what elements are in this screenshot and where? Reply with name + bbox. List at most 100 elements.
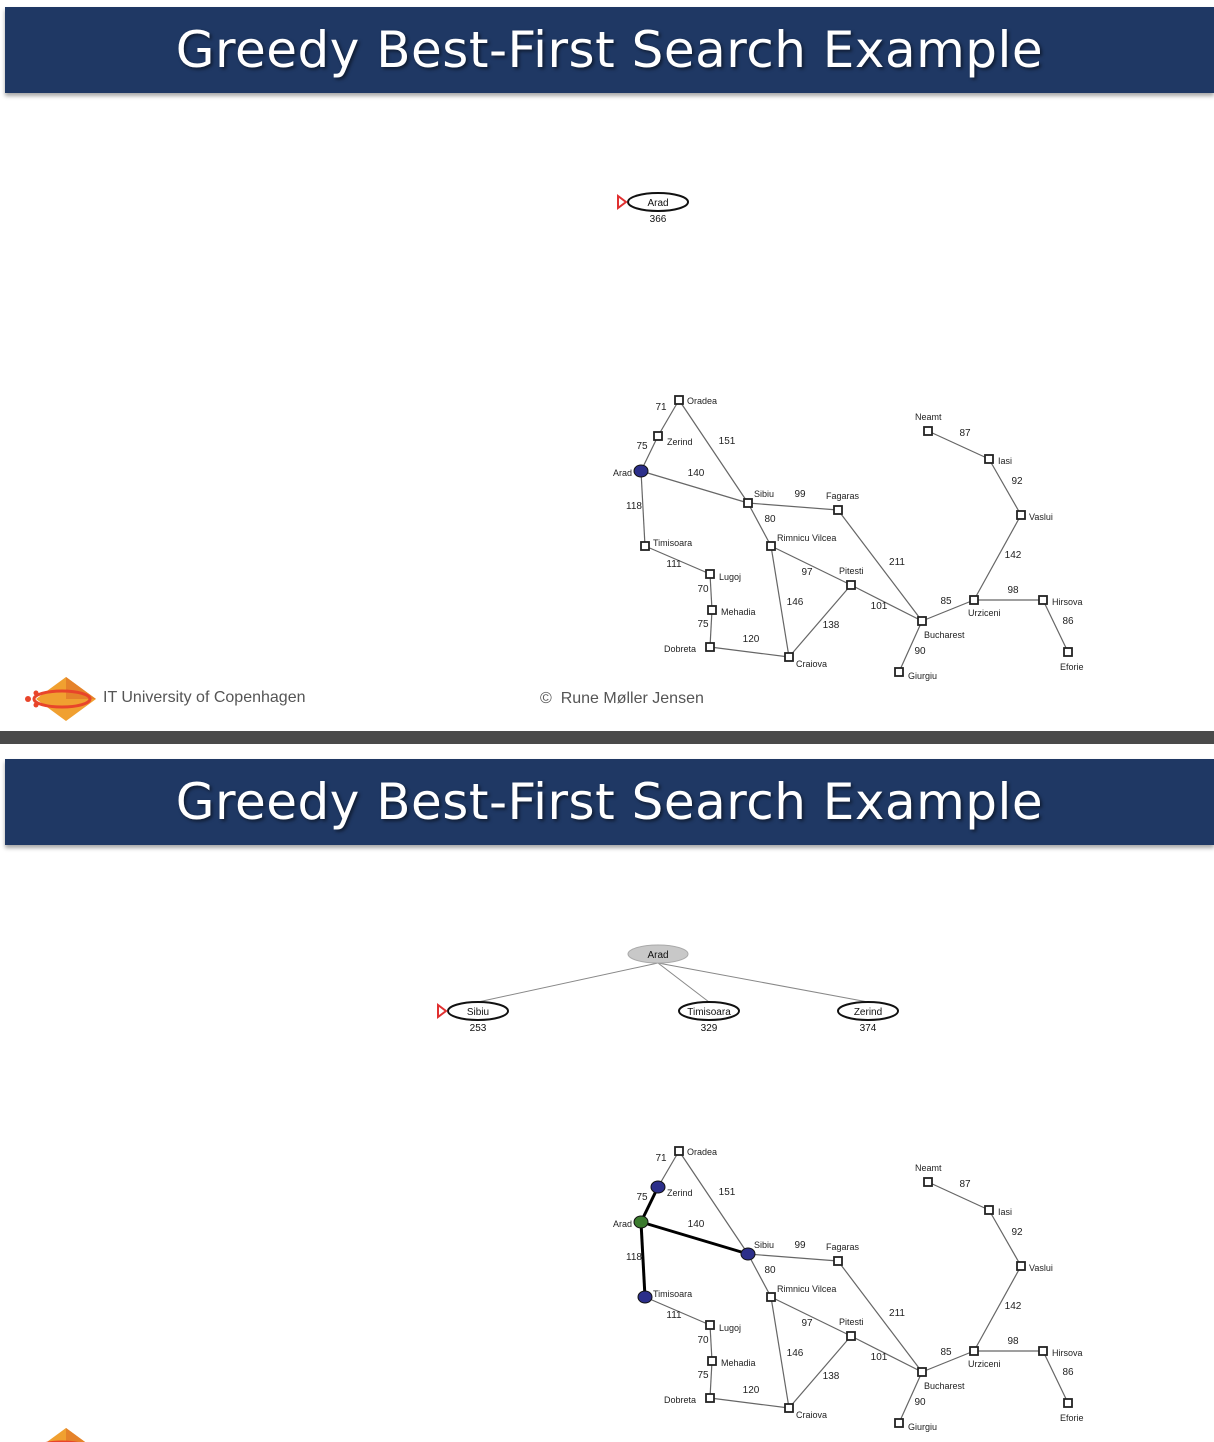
city-label-vaslui: Vaslui — [1029, 512, 1053, 522]
city-label-bucharest: Bucharest — [924, 630, 965, 640]
road-distance: 151 — [719, 1187, 736, 1198]
road-distance: 111 — [666, 1310, 682, 1321]
road-oradea-zerind — [657, 399, 680, 437]
slide-title: Greedy Best-First Search Example — [175, 21, 1044, 79]
road-distance: 140 — [688, 1219, 705, 1230]
road-arad-sibiu — [640, 470, 749, 504]
city-marker-pitesti — [846, 1331, 856, 1341]
road-distance: 71 — [655, 402, 667, 413]
road-iasi-neamt — [927, 1181, 990, 1211]
city-marker-eforie — [1063, 1398, 1073, 1408]
city-marker-hirsova — [1038, 595, 1048, 605]
city-marker-vaslui — [1016, 510, 1026, 520]
city-label-iasi: Iasi — [998, 1207, 1012, 1217]
city-label-mehadia: Mehadia — [721, 1358, 756, 1368]
next-node-arrow-icon — [437, 1003, 448, 1019]
slide-2: Greedy Best-First Search Example Arad Sib… — [0, 744, 1214, 1442]
city-label-craiova: Craiova — [796, 1410, 827, 1420]
city-label-urziceni: Urziceni — [968, 608, 1001, 618]
city-marker-dobreta — [705, 1393, 715, 1403]
search-tree: Arad Sibiu 253 Timisoara 329 Zerind 374 — [437, 944, 899, 1034]
city-label-lugoj: Lugoj — [719, 1323, 741, 1333]
road-distance: 86 — [1062, 616, 1074, 627]
road-bucharest-urziceni — [921, 1350, 975, 1373]
road-distance: 138 — [823, 1371, 840, 1382]
city-marker-sibiu — [743, 498, 753, 508]
road-bucharest-giurgiu — [898, 1371, 923, 1424]
city-label-lugoj: Lugoj — [719, 572, 741, 582]
tree-node-label: Zerind — [854, 1007, 882, 1018]
city-marker-urziceni — [969, 595, 979, 605]
road-craiova-pitesti — [788, 584, 852, 658]
city-marker-fagaras — [833, 505, 843, 515]
city-marker-arad — [633, 464, 649, 478]
tree-node-label: Timisoara — [687, 1007, 731, 1018]
road-arad-timisoara — [640, 470, 646, 547]
road-distance: 90 — [914, 1397, 926, 1408]
road-vaslui-iasi — [988, 458, 1022, 516]
road-arad-timisoara — [639, 1221, 647, 1298]
tree-edge — [477, 962, 659, 1003]
copyright: © Rune Møller Jensen — [540, 690, 704, 708]
road-distance: 70 — [697, 584, 709, 595]
road-distance: 151 — [719, 436, 736, 447]
city-label-iasi: Iasi — [998, 456, 1012, 466]
search-tree: Arad 366 — [617, 192, 689, 225]
city-label-arad: Arad — [613, 1219, 632, 1229]
road-bucharest-urziceni — [921, 599, 975, 622]
road-timisoara-lugoj — [644, 545, 711, 575]
city-marker-eforie — [1063, 647, 1073, 657]
road-fagaras-bucharest — [837, 1260, 923, 1373]
city-marker-mehadia — [707, 1356, 717, 1366]
city-marker-timisoara — [640, 541, 650, 551]
road-distance: 120 — [743, 634, 760, 645]
city-label-pitesti: Pitesti — [839, 1317, 864, 1327]
road-hirsova-eforie — [1042, 599, 1069, 653]
road-hirsova-eforie — [1042, 1350, 1069, 1404]
city-marker-sibiu — [740, 1247, 756, 1261]
road-distance: 211 — [889, 1308, 905, 1319]
tree-edge — [657, 962, 710, 1003]
road-timisoara-lugoj — [644, 1296, 711, 1326]
city-label-rimnicu-vilcea: Rimnicu Vilcea — [777, 1284, 836, 1294]
slide-1: Greedy Best-First Search Example Arad 366… — [5, 7, 1214, 721]
road-distance: 118 — [626, 501, 642, 512]
slide-title: Greedy Best-First Search Example — [175, 773, 1044, 831]
city-label-sibiu: Sibiu — [754, 1240, 774, 1250]
road-distance: 99 — [794, 1240, 806, 1251]
next-node-arrow-icon — [617, 194, 628, 210]
city-marker-vaslui — [1016, 1261, 1026, 1271]
road-dobreta-craiova — [709, 646, 790, 658]
road-distance: 85 — [940, 596, 952, 607]
road-oradea-zerind — [657, 1150, 680, 1188]
road-distance: 97 — [801, 1318, 813, 1329]
city-marker-bucharest — [917, 1367, 927, 1377]
itu-logo-icon — [25, 677, 96, 721]
road-sibiu-rimnicu-vilcea — [747, 1253, 772, 1298]
road-distance: 86 — [1062, 1367, 1074, 1378]
road-bucharest-giurgiu — [898, 620, 923, 673]
city-label-craiova: Craiova — [796, 659, 827, 669]
city-marker-giurgiu — [894, 667, 904, 677]
slide-title-bar: Greedy Best-First Search Example — [5, 7, 1214, 93]
copyright-symbol: © — [540, 690, 552, 707]
road-distance: 75 — [697, 619, 709, 630]
road-arad-sibiu — [640, 1220, 749, 1256]
city-marker-rimnicu-vilcea — [766, 1292, 776, 1302]
road-distance: 211 — [889, 557, 905, 568]
city-marker-hirsova — [1038, 1346, 1048, 1356]
city-label-urziceni: Urziceni — [968, 1359, 1001, 1369]
road-distance: 101 — [871, 601, 888, 612]
slide-1-figure: Arad 366 71 75 151 140 118 111 70 75 120 99 80 97 146 1… — [613, 192, 1084, 681]
city-marker-oradea — [674, 395, 684, 405]
road-distance: 80 — [764, 514, 776, 525]
city-label-sibiu: Sibiu — [754, 489, 774, 499]
road-distance: 120 — [743, 1385, 760, 1396]
road-distance: 118 — [626, 1252, 642, 1263]
city-label-rimnicu-vilcea: Rimnicu Vilcea — [777, 533, 836, 543]
tree-node-zerind — [837, 1001, 899, 1021]
city-label-giurgiu: Giurgiu — [908, 1422, 937, 1432]
road-distance: 71 — [655, 1153, 667, 1164]
slide-2-figure: Arad Sibiu 253 Timisoara 329 Zerind 374 71 75 151… — [437, 944, 1084, 1432]
road-urziceni-vaslui — [973, 1265, 1022, 1352]
